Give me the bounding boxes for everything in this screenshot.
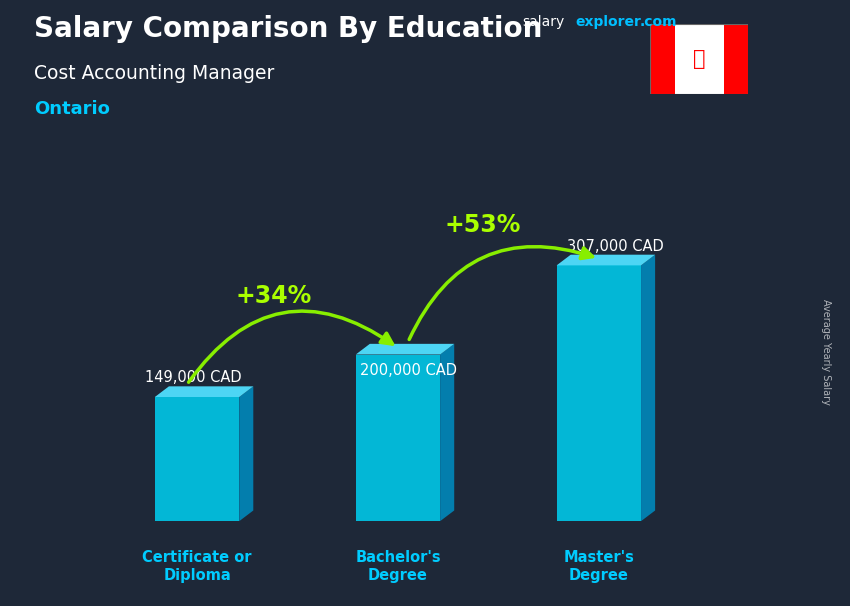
Text: Cost Accounting Manager: Cost Accounting Manager	[34, 64, 275, 82]
Bar	[650, 24, 675, 94]
Text: explorer: explorer	[575, 15, 641, 29]
Text: 200,000 CAD: 200,000 CAD	[360, 363, 456, 378]
Text: salary: salary	[523, 15, 565, 29]
Text: +34%: +34%	[235, 284, 311, 308]
Polygon shape	[239, 387, 253, 521]
Polygon shape	[557, 255, 655, 265]
Text: Master's
Degree: Master's Degree	[564, 550, 634, 583]
Bar	[356, 355, 440, 521]
Text: Bachelor's
Degree: Bachelor's Degree	[355, 550, 441, 583]
Text: Ontario: Ontario	[34, 100, 110, 118]
Text: 🍁: 🍁	[693, 49, 706, 69]
Text: +53%: +53%	[445, 213, 520, 238]
Text: Salary Comparison By Education: Salary Comparison By Education	[34, 15, 542, 43]
Bar	[675, 24, 723, 94]
Polygon shape	[641, 255, 655, 521]
Text: Certificate or
Diploma: Certificate or Diploma	[142, 550, 252, 583]
Text: .com: .com	[639, 15, 677, 29]
Bar	[557, 265, 641, 521]
Text: Average Yearly Salary: Average Yearly Salary	[821, 299, 831, 404]
Polygon shape	[356, 344, 454, 355]
Text: 307,000 CAD: 307,000 CAD	[567, 239, 663, 254]
Polygon shape	[155, 387, 253, 397]
Polygon shape	[440, 344, 454, 521]
Bar	[723, 24, 748, 94]
Text: 149,000 CAD: 149,000 CAD	[144, 370, 241, 385]
Bar	[155, 397, 239, 521]
